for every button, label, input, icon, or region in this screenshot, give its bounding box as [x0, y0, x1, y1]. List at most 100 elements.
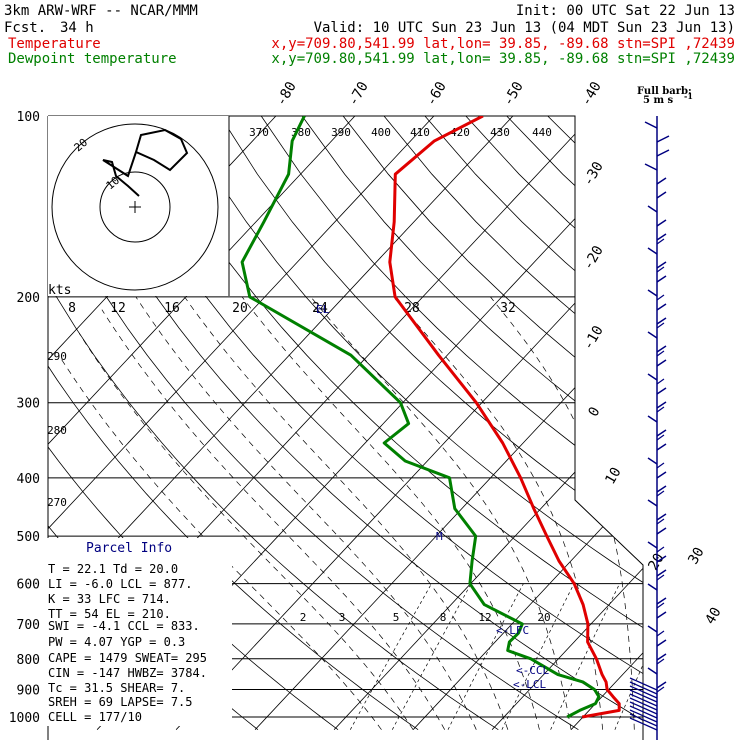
- pressure-label: 100: [17, 110, 40, 125]
- wind-barb: [656, 177, 667, 185]
- wind-barb: [656, 401, 667, 409]
- wind-barb: [647, 373, 658, 381]
- moist-adiabat: [310, 296, 572, 730]
- forecast-label: Fcst.: [4, 20, 46, 36]
- wind-barb: [656, 471, 667, 479]
- isotherm: [48, 116, 435, 730]
- wind-barb: [656, 387, 667, 395]
- dry-adiabat: [588, 116, 643, 731]
- dry-adiabat: [48, 116, 499, 731]
- lfc-marker: <-LFC: [496, 624, 529, 637]
- wind-barb: [656, 569, 667, 577]
- mixing-ratio-labels: 2 3 5 8 12 20: [300, 611, 551, 624]
- pressure-label: 1000: [9, 711, 40, 726]
- wind-barb: [656, 639, 667, 647]
- isotherm-label: -50: [500, 79, 527, 109]
- theta-label: 280: [47, 424, 67, 437]
- barb-scale-title: Full barb:: [637, 86, 692, 97]
- dry-adiabat: [547, 116, 643, 731]
- mixing-ratio-line: [349, 583, 432, 730]
- wind-barb: [644, 163, 658, 171]
- wind-barb: [656, 429, 667, 437]
- wind-barb: [656, 219, 667, 227]
- isotherm: [570, 116, 643, 730]
- barb-scale-exponent: -1: [684, 91, 693, 101]
- moist-adiabat: [490, 296, 635, 730]
- wind-barb: [656, 681, 667, 689]
- wind-barb: [656, 233, 667, 241]
- sounding-traces: [240, 116, 621, 719]
- el-marker: EL: [316, 303, 330, 316]
- barb-scale-units: 5 m s: [643, 95, 674, 106]
- dry-adiabat: [424, 116, 643, 731]
- mixing-ratio-label: 12: [478, 611, 491, 624]
- isotherm: [254, 116, 643, 730]
- mixing-ratio-line: [501, 583, 575, 730]
- theta-label: 390: [331, 126, 351, 139]
- speed-label: 24: [312, 301, 328, 316]
- isotherm: [175, 116, 643, 730]
- speed-label: 32: [500, 301, 516, 316]
- isotherm-label: -60: [423, 79, 450, 109]
- isotherm: [491, 116, 643, 730]
- dry-adiabat: [670, 116, 740, 730]
- hodograph-speed-scale: kts 8 12 16 20 24 28 32: [48, 283, 516, 316]
- wind-barb: [644, 121, 658, 129]
- parcel-row: CELL = 177/10: [48, 710, 142, 724]
- init-time: Init: 00 UTC Sat 22 Jun 13: [516, 3, 735, 19]
- wind-barb: [656, 294, 665, 301]
- isotherm-label: 30: [685, 545, 707, 568]
- pressure-label: 400: [17, 472, 40, 487]
- dry-adiabat: [260, 116, 643, 731]
- parcel-row: SWI = -4.1 CCL = 833.: [48, 619, 200, 633]
- dry-adiabat: [629, 116, 643, 731]
- wind-barb: [656, 434, 665, 441]
- wind-barb: [656, 658, 665, 665]
- mixing-ratio-line: [550, 583, 620, 730]
- moist-adiabat: [79, 333, 414, 730]
- parcel-info-title: Parcel Info: [86, 541, 172, 556]
- wind-barb: [656, 653, 667, 661]
- wind-barb: [656, 350, 665, 357]
- wind-barb: [656, 602, 665, 609]
- mixing-ratio-label: 8: [440, 611, 447, 624]
- speed-label: 8: [68, 301, 76, 316]
- pressure-label: 800: [17, 653, 40, 668]
- isotherm-label: 0: [585, 404, 603, 419]
- wind-barb: [647, 247, 658, 255]
- wind-barb: [647, 583, 658, 591]
- wind-barb: [656, 597, 667, 605]
- wind-barb-column: Full barb: 5 m s -1: [629, 86, 693, 740]
- parcel-row: K = 33 LFC = 714.: [48, 592, 171, 606]
- moist-adiabat: [241, 296, 540, 730]
- temperature-trace: [388, 116, 621, 719]
- wind-barb: [656, 611, 667, 619]
- legend-dewpoint: Dewpoint temperature: [8, 51, 177, 67]
- wind-barb: [629, 689, 658, 703]
- wind-barb: [656, 462, 665, 469]
- dry-adiabat: [465, 116, 643, 731]
- wind-barb: [656, 574, 665, 581]
- wind-barb: [656, 191, 667, 199]
- isotherm: [48, 116, 514, 730]
- wind-barb: [656, 546, 665, 553]
- wind-barb: [656, 443, 667, 451]
- wind-barb: [629, 709, 658, 723]
- isotherm: [650, 116, 740, 730]
- parcel-row: LI = -6.0 LCL = 877.: [48, 577, 193, 591]
- hodograph-ring-10: [99, 171, 171, 243]
- wind-barb: [656, 275, 667, 283]
- wind-barb: [656, 238, 665, 245]
- hodograph-ring-20: [51, 123, 219, 291]
- parcel-row: T = 22.1 Td = 20.0: [48, 562, 178, 576]
- wind-barb: [629, 717, 658, 731]
- pressure-label: 300: [17, 397, 40, 412]
- wind-barb: [656, 527, 667, 535]
- wind-barb: [656, 266, 665, 273]
- lcl-marker: <-LCL: [513, 678, 546, 691]
- wind-barb: [647, 541, 658, 549]
- mixing-ratio-label: 3: [339, 611, 346, 624]
- wind-barb: [629, 685, 658, 699]
- dry-adiabat: [711, 116, 740, 730]
- legend-temperature: Temperature: [8, 36, 101, 52]
